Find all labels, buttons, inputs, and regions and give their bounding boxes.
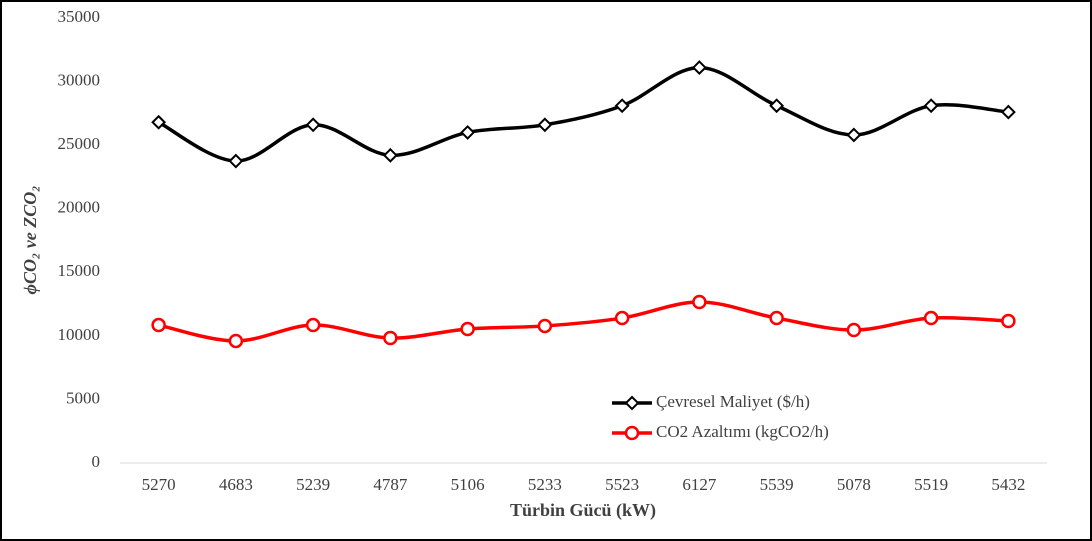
y-tick-label: 15000 bbox=[58, 261, 101, 280]
data-point bbox=[383, 330, 398, 346]
y-tick-label: 25000 bbox=[58, 134, 101, 153]
data-point bbox=[537, 318, 553, 334]
y-tick-label: 35000 bbox=[58, 7, 101, 26]
y-tick-label: 10000 bbox=[58, 325, 101, 344]
data-point bbox=[537, 117, 553, 133]
data-point bbox=[305, 317, 321, 333]
x-tick-label: 5432 bbox=[991, 475, 1025, 494]
data-point bbox=[691, 60, 707, 75]
data-point bbox=[151, 317, 166, 333]
data-point bbox=[923, 310, 939, 326]
legend-label: Çevresel Maliyet ($/h) bbox=[656, 392, 810, 411]
data-point bbox=[305, 117, 321, 133]
x-tick-label: 4787 bbox=[373, 475, 408, 494]
x-tick-label: 6127 bbox=[682, 475, 717, 494]
data-point bbox=[228, 153, 244, 169]
y-tick-label: 5000 bbox=[66, 388, 100, 407]
x-tick-label: 5519 bbox=[914, 475, 948, 494]
y-axis-label: ϕCO₂ ve ZCO₂ bbox=[20, 186, 40, 295]
x-tick-label: 5270 bbox=[142, 475, 176, 494]
data-point bbox=[614, 98, 630, 114]
y-tick-label: 0 bbox=[92, 452, 101, 471]
x-tick-label: 5233 bbox=[528, 475, 562, 494]
data-point bbox=[769, 310, 784, 326]
data-point bbox=[769, 98, 785, 114]
x-tick-label: 5106 bbox=[451, 475, 485, 494]
data-point bbox=[923, 98, 939, 114]
data-point bbox=[1000, 104, 1016, 120]
legend-marker bbox=[624, 395, 640, 411]
x-tick-label: 5539 bbox=[760, 475, 794, 494]
data-point bbox=[460, 125, 476, 140]
data-point bbox=[614, 310, 630, 326]
x-tick-label: 5523 bbox=[605, 475, 639, 494]
y-tick-label: 20000 bbox=[58, 198, 101, 217]
data-point bbox=[1001, 313, 1016, 329]
data-point bbox=[846, 322, 862, 338]
data-point bbox=[382, 147, 398, 163]
x-tick-label: 5078 bbox=[837, 475, 871, 494]
y-tick-label: 30000 bbox=[58, 70, 101, 89]
x-axis-label: Türbin Gücü (kW) bbox=[510, 500, 656, 521]
legend-label: CO2 Azaltımı (kgCO2/h) bbox=[656, 422, 829, 441]
data-point bbox=[692, 294, 707, 310]
x-tick-label: 4683 bbox=[219, 475, 253, 494]
legend-marker bbox=[624, 425, 640, 441]
data-point bbox=[846, 127, 862, 143]
data-point bbox=[151, 114, 167, 130]
x-tick-label: 5239 bbox=[296, 475, 330, 494]
data-point bbox=[460, 321, 475, 337]
data-point bbox=[228, 333, 244, 349]
